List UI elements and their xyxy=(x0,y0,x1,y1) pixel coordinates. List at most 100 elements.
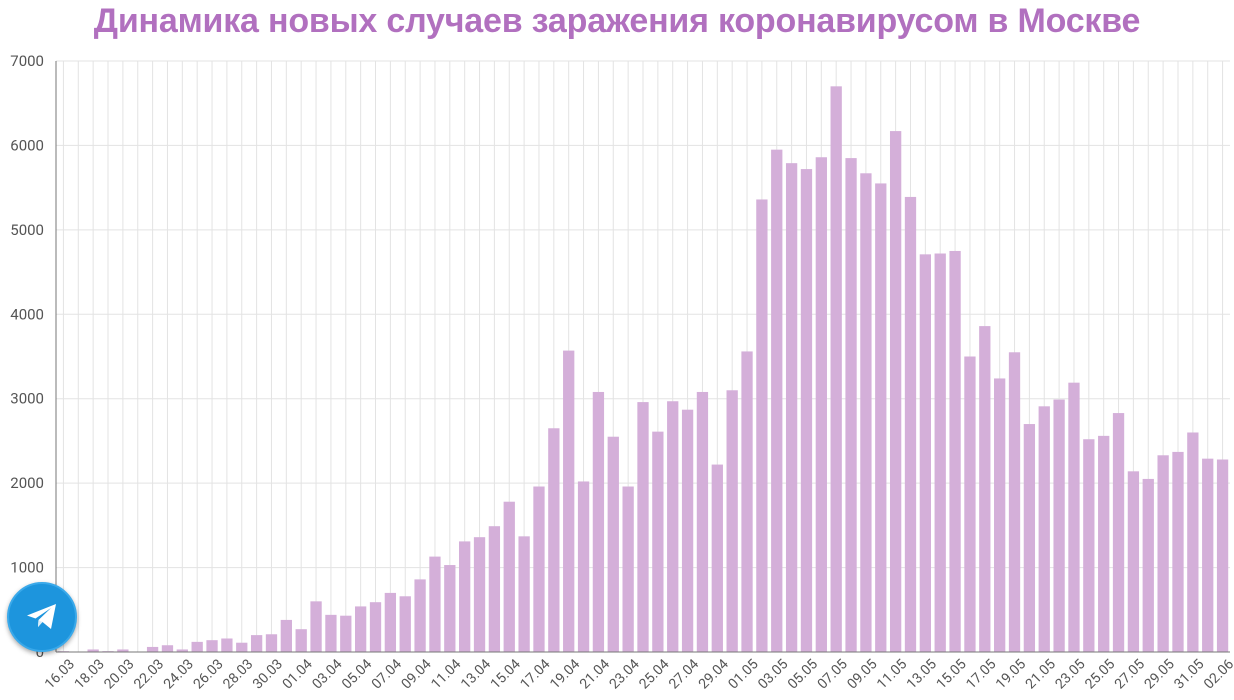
bar-18.05 xyxy=(994,378,1006,652)
x-tick-label: 28.03 xyxy=(220,656,256,692)
x-tick-label: 24.03 xyxy=(161,656,197,692)
x-tick-label: 29.04 xyxy=(696,656,732,692)
x-tick-label: 13.04 xyxy=(458,656,494,692)
telegram-icon xyxy=(27,604,56,629)
bar-23.04 xyxy=(622,486,634,652)
bar-26.05 xyxy=(1112,413,1125,652)
bar-06.04 xyxy=(369,602,382,652)
x-tick-label: 19.04 xyxy=(547,656,583,692)
bar-18.03 xyxy=(87,649,99,652)
bar-10.04 xyxy=(429,556,441,652)
x-tick-label: 20.03 xyxy=(101,656,137,692)
bar-17.04 xyxy=(533,486,545,652)
bar-05.05 xyxy=(800,169,813,652)
x-tick-label: 26.03 xyxy=(190,656,226,692)
bar-24.04 xyxy=(637,402,649,652)
x-tick-label: 15.05 xyxy=(934,656,970,692)
bar-20.05 xyxy=(1023,424,1036,652)
bar-02.05 xyxy=(756,199,768,652)
bar-26.03 xyxy=(206,640,218,652)
bar-07.05 xyxy=(830,86,842,653)
x-tick-label: 22.03 xyxy=(131,656,167,692)
bar-30.04 xyxy=(726,390,738,652)
bar-06.05 xyxy=(815,157,827,652)
bar-01.04 xyxy=(295,629,307,652)
x-tick-label: 30.03 xyxy=(250,656,286,692)
y-tick-label: 2000 xyxy=(10,474,44,492)
bar-16.04 xyxy=(518,536,530,652)
y-axis-labels: 0 1000 2000 3000 4000 5000 6000 7000 xyxy=(10,52,44,661)
x-tick-label: 07.04 xyxy=(369,656,405,692)
x-axis-labels: 16.0318.0320.0322.0324.0326.0328.0330.03… xyxy=(42,656,1234,692)
bar-05.04 xyxy=(354,606,367,652)
x-tick-label: 09.05 xyxy=(844,656,880,692)
bar-01.05 xyxy=(741,351,753,652)
x-tick-label: 25.04 xyxy=(636,656,672,692)
x-tick-label: 15.04 xyxy=(488,656,524,692)
bar-28.03 xyxy=(236,642,248,652)
bar-12.04 xyxy=(459,541,471,652)
bar-29.05 xyxy=(1157,455,1169,652)
x-tick-label: 05.04 xyxy=(339,656,375,692)
bar-14.04 xyxy=(488,526,501,652)
bar-12.05 xyxy=(904,196,917,652)
x-tick-label: 09.04 xyxy=(399,656,435,692)
axes-layer xyxy=(55,61,1230,653)
bar-03.05 xyxy=(771,149,783,652)
bar-27.03 xyxy=(221,638,233,652)
bar-19.05 xyxy=(1008,352,1021,652)
bar-23.05 xyxy=(1068,382,1080,652)
chart-title: Динамика новых случаев заражения коронав… xyxy=(93,2,1141,40)
bar-03.04 xyxy=(325,614,337,652)
bar-21.05 xyxy=(1038,406,1050,652)
x-tick-label: 29.05 xyxy=(1142,656,1178,692)
x-tick-label: 03.05 xyxy=(755,656,791,692)
x-tick-label: 27.05 xyxy=(1112,656,1148,692)
bar-31.03 xyxy=(280,619,292,652)
x-tick-label: 17.05 xyxy=(963,656,999,692)
y-tick-label: 5000 xyxy=(10,221,44,239)
bar-02.06 xyxy=(1216,459,1229,652)
y-tick-label: 4000 xyxy=(10,305,44,323)
bar-15.05 xyxy=(949,250,961,652)
bar-10.05 xyxy=(875,183,887,652)
bar-23.03 xyxy=(161,645,174,652)
x-tick-label: 01.05 xyxy=(725,656,761,692)
x-tick-label: 17.04 xyxy=(517,656,553,692)
bar-01.06 xyxy=(1202,458,1214,652)
bar-28.05 xyxy=(1142,478,1154,652)
bar-25.03 xyxy=(191,641,203,652)
bar-22.03 xyxy=(146,646,159,652)
y-tick-label: 1000 xyxy=(10,559,44,577)
x-tick-label: 23.05 xyxy=(1052,656,1088,692)
y-tick-label: 3000 xyxy=(10,390,44,408)
x-tick-label: 03.04 xyxy=(309,656,345,692)
bar-08.04 xyxy=(399,596,411,652)
x-tick-label: 19.05 xyxy=(993,656,1029,692)
bar-25.05 xyxy=(1098,435,1110,652)
bar-11.05 xyxy=(889,131,902,653)
x-tick-label: 27.04 xyxy=(666,656,702,692)
bar-24.03 xyxy=(176,649,188,652)
x-tick-label: 01.04 xyxy=(280,656,316,692)
bar-18.04 xyxy=(548,428,560,652)
x-tick-label: 31.05 xyxy=(1171,656,1207,692)
bar-16.05 xyxy=(964,356,976,652)
bar-22.05 xyxy=(1053,399,1065,652)
bar-09.05 xyxy=(860,173,872,653)
bar-30.05 xyxy=(1172,451,1184,652)
bar-17.05 xyxy=(979,326,991,652)
bar-24.05 xyxy=(1083,439,1095,652)
bar-27.04 xyxy=(681,409,694,652)
bar-08.05 xyxy=(845,158,857,653)
bar-04.04 xyxy=(340,615,352,652)
bar-21.04 xyxy=(592,391,605,652)
bar-25.04 xyxy=(652,431,664,652)
bar-13.04 xyxy=(473,537,486,652)
x-tick-label: 18.03 xyxy=(72,656,108,692)
x-tick-label: 07.05 xyxy=(815,656,851,692)
bar-22.04 xyxy=(607,436,619,652)
telegram-button[interactable] xyxy=(7,582,77,652)
bar-14.05 xyxy=(934,253,946,653)
